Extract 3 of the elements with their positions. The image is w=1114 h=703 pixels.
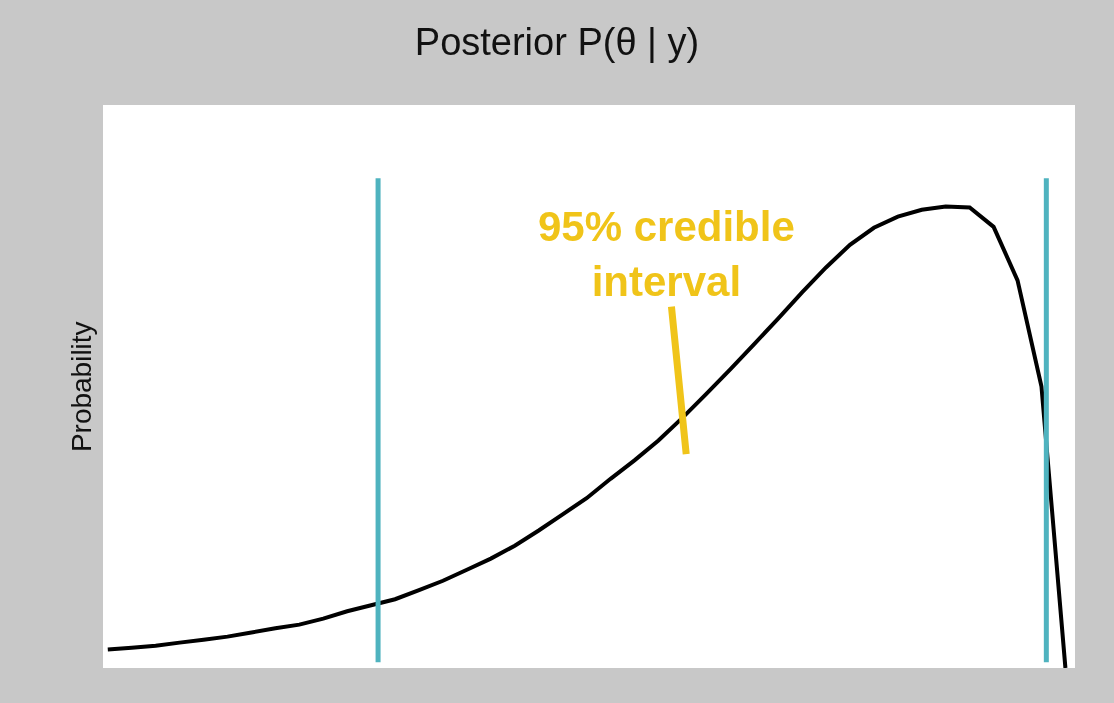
annotation: 95% credible interval [538,203,795,305]
y-axis-title: Probability [66,321,98,453]
chart-title: Posterior P(θ | y) [414,20,700,63]
